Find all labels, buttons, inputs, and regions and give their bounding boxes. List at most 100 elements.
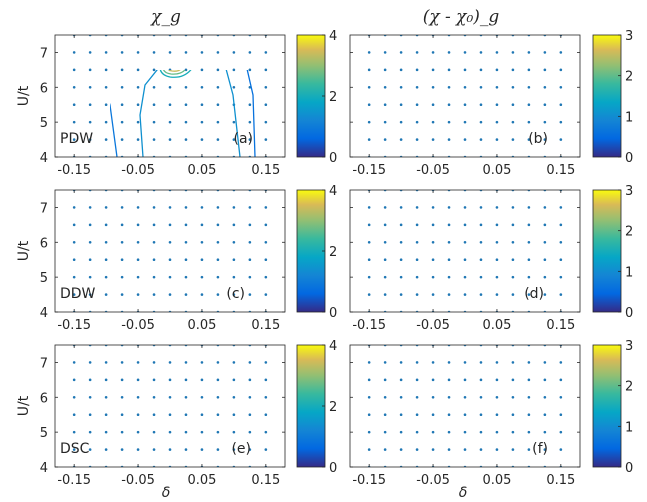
panel-f: -0.15 -0.05 0.05 0.15 (f) 0 1 2 3 [349,339,633,488]
sample-point [383,413,387,417]
sample-point [184,361,188,364]
colorbar-tick-label: 4 [329,339,337,354]
sample-point [72,448,76,451]
sample-point [136,448,140,451]
sample-point [216,85,220,89]
sample-point [559,240,563,244]
sample-point [543,275,547,279]
x-tick-label: -0.05 [416,163,450,178]
sample-point [136,85,140,89]
sample-point [463,361,467,364]
sample-point [152,85,156,89]
sample-point [415,258,419,262]
sample-point [136,51,140,54]
y-tick-label: 4 [40,306,48,321]
sample-point [232,85,236,89]
sample-point [559,275,563,279]
sample-point [447,120,451,124]
sample-point [463,258,467,262]
sample-point [168,395,172,399]
x-axis-label-left: δ [162,485,171,501]
sample-point [527,378,531,382]
colorbar: 0 1 2 3 [592,29,633,166]
panel-label: (b) [528,131,548,147]
sample-point [72,68,76,72]
sample-point [232,378,236,382]
sample-point [383,448,387,451]
sample-point [463,68,467,72]
sample-point [559,103,563,107]
colorbar-tick-label: 0 [329,461,337,476]
sample-point [248,240,252,244]
sample-point [479,395,483,399]
sample-point [399,413,403,417]
panel-label: (c) [226,286,245,302]
x-tick-label: 0.15 [546,473,575,488]
sample-point [104,85,108,89]
sample-point [232,223,236,227]
sample-point [136,103,140,107]
sample-point [168,293,172,296]
sample-point [200,85,204,89]
sample-point [72,138,76,141]
sample-point [527,240,531,244]
sample-point [120,138,124,141]
sample-point [200,68,204,72]
phase-label: DSC [60,441,90,457]
sample-point [200,240,204,244]
sample-point [232,448,236,451]
sample-point [367,103,371,107]
sample-point [104,378,108,382]
sample-point [415,206,419,209]
x-tick-label: -0.05 [416,473,450,488]
sample-point [216,378,220,382]
sample-point [120,430,124,434]
sample-point [527,120,531,124]
sample-point [399,120,403,124]
sample-point [399,378,403,382]
sample-point [184,120,188,124]
sample-point [447,293,451,296]
sample-point [447,395,451,399]
sample-point [527,223,531,227]
sample-point [511,430,515,434]
sample-point [72,120,76,124]
sample-point [415,120,419,124]
sample-point [104,361,108,364]
colorbar-tick-label: 3 [625,184,633,199]
sample-point [559,293,563,296]
sample-point [168,138,172,141]
sample-point [104,258,108,262]
sample-point [104,448,108,451]
sample-point [479,120,483,124]
x-tick-label: 0.05 [187,318,216,333]
y-tick-label: 6 [40,391,48,406]
sample-point [495,258,499,262]
sample-point [72,258,76,262]
sample-point [383,240,387,244]
sample-point [184,51,188,54]
sample-point [479,258,483,262]
sample-point [120,275,124,279]
sample-point [543,293,547,296]
sample-point [543,103,547,107]
sample-point [463,430,467,434]
sample-point [216,223,220,227]
panel-e: -0.15 -0.05 0.05 0.15 4 5 6 7 U/t (e) DSC 0 2 4 [16,339,337,488]
colorbar-tick-label: 4 [329,184,337,199]
sample-point [152,138,156,141]
sample-point [120,258,124,262]
sample-point [216,430,220,434]
sample-point [447,68,451,72]
sample-point [495,378,499,382]
axes-frame [349,34,581,158]
sample-point [543,361,547,364]
axes-frame [54,34,286,158]
sample-point [216,68,220,72]
sample-point [152,68,156,72]
x-tick-label: -0.15 [57,163,91,178]
sample-point [232,120,236,124]
sample-point [495,85,499,89]
sample-point [232,413,236,417]
sample-point [431,68,435,72]
